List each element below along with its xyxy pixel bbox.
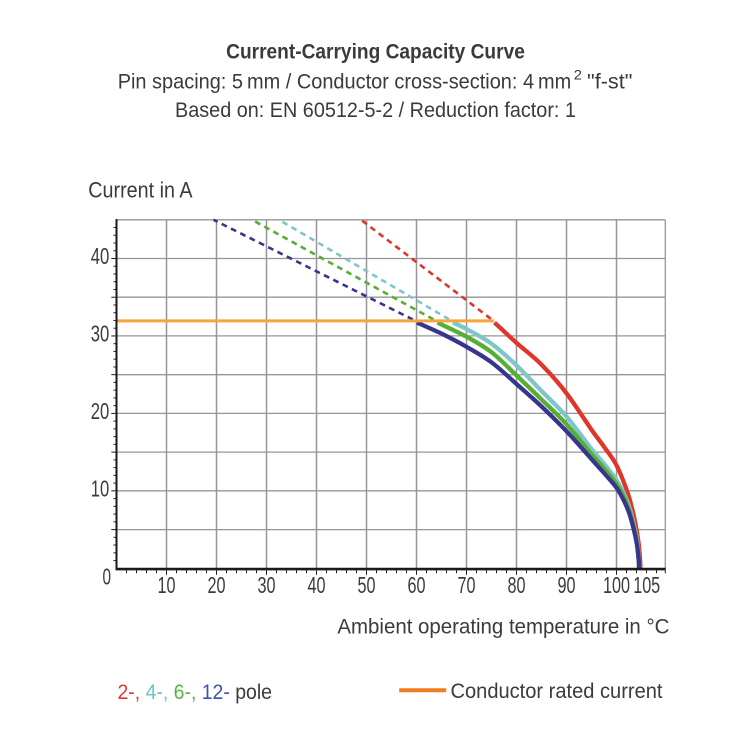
svg-text:Ambient operating temperature: Ambient operating temperature in °C	[337, 615, 669, 639]
svg-text:10: 10	[91, 475, 110, 501]
svg-text:100: 100	[603, 572, 630, 598]
svg-text:Conductor rated current: Conductor rated current	[451, 680, 663, 703]
svg-text:Based on: EN 60512-5-2 / Reduc: Based on: EN 60512-5-2 / Reduction facto…	[175, 99, 576, 122]
svg-text:40: 40	[91, 243, 110, 269]
svg-text:105: 105	[633, 572, 660, 598]
svg-text:Pin spacing: 5 mm / Conductor: Pin spacing: 5 mm / Conductor cross-sect…	[118, 71, 572, 94]
svg-text:Current-Carrying Capacity Curv: Current-Carrying Capacity Curve	[226, 41, 525, 64]
svg-text:90: 90	[558, 572, 576, 598]
svg-text:2-, 4-, 6-, 12- pole: 2-, 4-, 6-, 12- pole	[118, 681, 273, 704]
svg-text:40: 40	[308, 572, 326, 598]
svg-text:10: 10	[158, 572, 176, 598]
svg-text:50: 50	[358, 572, 376, 598]
svg-text:30: 30	[258, 572, 276, 598]
svg-text:80: 80	[508, 572, 526, 598]
svg-text:70: 70	[458, 572, 476, 598]
svg-text:0: 0	[103, 564, 112, 590]
svg-text:20: 20	[208, 572, 226, 598]
svg-text:60: 60	[408, 572, 426, 598]
svg-text:30: 30	[91, 320, 110, 346]
svg-text:2: 2	[574, 66, 582, 82]
svg-text:"f-st": "f-st"	[587, 71, 633, 94]
svg-text:20: 20	[91, 398, 110, 424]
svg-text:Current in A: Current in A	[88, 178, 193, 203]
